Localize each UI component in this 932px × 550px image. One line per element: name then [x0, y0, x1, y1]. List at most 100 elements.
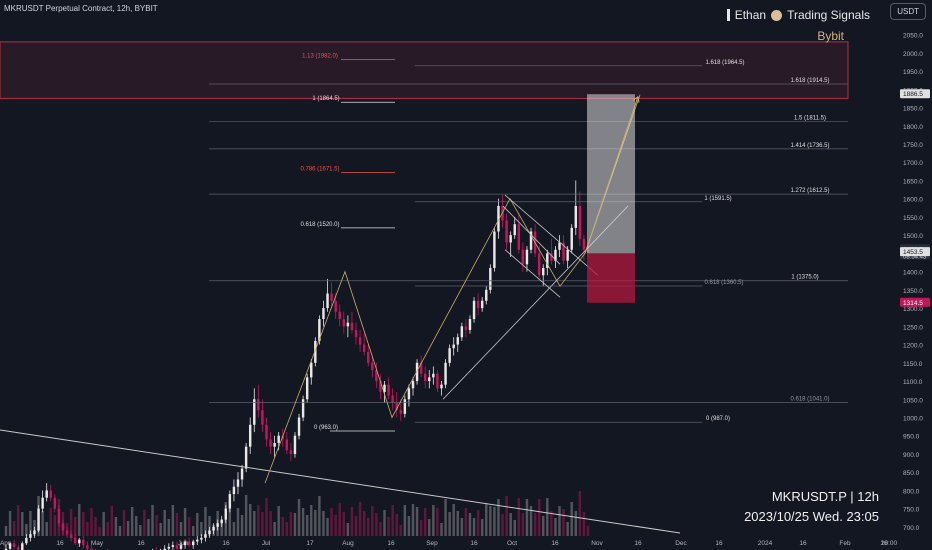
volume-bar — [25, 524, 28, 536]
volume-bar — [265, 498, 268, 536]
volume-bar — [387, 517, 390, 536]
volume-bar — [187, 517, 191, 536]
x-tick-label: Sep — [426, 540, 438, 547]
candle-body — [562, 242, 565, 261]
exchange-label: Bybit — [817, 29, 844, 43]
resistance-zone — [0, 41, 849, 99]
volume-bar — [4, 526, 8, 536]
volume-bar — [21, 512, 24, 536]
volume-bar — [574, 511, 578, 536]
candle-body — [432, 373, 435, 378]
x-tick-label: May — [91, 540, 104, 547]
volume-bar — [525, 499, 529, 536]
candle-body — [383, 384, 386, 392]
price-label-box — [900, 247, 930, 257]
volume-bar — [582, 512, 586, 536]
x-tick-label: 16 — [880, 540, 888, 547]
volume-bar — [444, 499, 447, 536]
volume-bar — [102, 512, 105, 536]
fib-label: 1.5 (1811.5) — [794, 116, 826, 122]
volume-bar — [346, 523, 350, 536]
volume-bar — [334, 515, 337, 536]
volume-bar — [411, 504, 415, 536]
wedge-upper — [502, 205, 561, 265]
volume-bar — [16, 505, 20, 536]
volume-bar — [546, 498, 549, 536]
candle-body — [33, 530, 36, 535]
fib-label: 0.618 (1520.0) — [300, 222, 339, 228]
candle-body — [179, 545, 183, 549]
volume-bar — [509, 513, 512, 536]
candle-body — [570, 227, 573, 250]
candle-body — [175, 545, 179, 549]
volume-bar — [517, 498, 521, 536]
candle-body — [338, 311, 341, 320]
volume-bar — [69, 509, 73, 536]
candle-body — [379, 381, 382, 392]
volume-bar — [244, 495, 248, 536]
volume-bar — [570, 502, 573, 536]
candle-body — [326, 293, 329, 309]
candle-body — [305, 377, 309, 400]
candle-body — [362, 344, 366, 352]
candle-body — [350, 322, 354, 330]
y-tick-label: 1100.0 — [903, 379, 923, 386]
x-tick-label: 16 — [634, 540, 642, 547]
volume-bar — [236, 508, 240, 536]
volume-bar — [248, 504, 252, 536]
candle-body — [403, 399, 407, 414]
fib-label: 0.618 (1360.5) — [704, 280, 743, 286]
x-tick-label: 16 — [551, 540, 559, 547]
currency-button[interactable]: USDT — [890, 3, 926, 20]
candle-body — [310, 362, 313, 378]
candle-body — [191, 541, 195, 546]
candle-body — [521, 249, 525, 265]
volume-bar — [407, 516, 411, 536]
y-tick-label: 700.0 — [903, 525, 920, 532]
fib-label: 0.786 (1671.5) — [300, 167, 339, 173]
watermark-symbol: MKRUSDT.P | 12h — [771, 489, 879, 504]
price-label: 1314.5 — [903, 300, 923, 307]
candle-body — [183, 541, 187, 546]
volume-bar — [285, 522, 289, 536]
fib-label: 1.414 (1736.5) — [790, 143, 829, 149]
volume-bar — [8, 511, 12, 536]
candle-body — [257, 399, 260, 411]
volume-bar — [428, 519, 431, 536]
candle-body — [489, 267, 492, 290]
candle-body — [45, 490, 48, 498]
y-tick-label: 900.0 — [903, 452, 920, 459]
volume-bar — [464, 508, 468, 536]
y-tick-label: 1150.0 — [903, 361, 923, 368]
candle-body — [16, 546, 20, 550]
volume-bar — [558, 506, 561, 536]
candle-body — [200, 537, 203, 540]
volume-bar — [293, 513, 297, 536]
volume-bar — [460, 518, 464, 536]
candle-body — [212, 526, 215, 531]
candle-body — [419, 362, 423, 374]
x-tick-label: 16 — [470, 540, 478, 547]
candle-body — [411, 381, 415, 389]
y-tick-label: 1800.0 — [903, 124, 923, 131]
candle-body — [436, 373, 439, 389]
volume-bar — [399, 525, 403, 536]
candle-body — [322, 308, 325, 320]
candle-body — [444, 362, 447, 385]
volume-bar — [367, 518, 370, 536]
candle-body — [330, 293, 333, 301]
candle-body — [12, 543, 16, 547]
volume-bar — [330, 508, 333, 536]
candle-body — [546, 253, 549, 268]
volume-bar — [281, 517, 284, 536]
candle-body — [41, 497, 44, 509]
y-tick-label: 1550.0 — [903, 215, 923, 222]
candle-body — [423, 373, 427, 382]
candle-body — [293, 435, 297, 454]
y-tick-label: 2050.0 — [903, 33, 923, 40]
volume-bar — [521, 513, 525, 536]
candle-body — [25, 537, 28, 544]
x-tick-label: Aug — [342, 540, 354, 547]
